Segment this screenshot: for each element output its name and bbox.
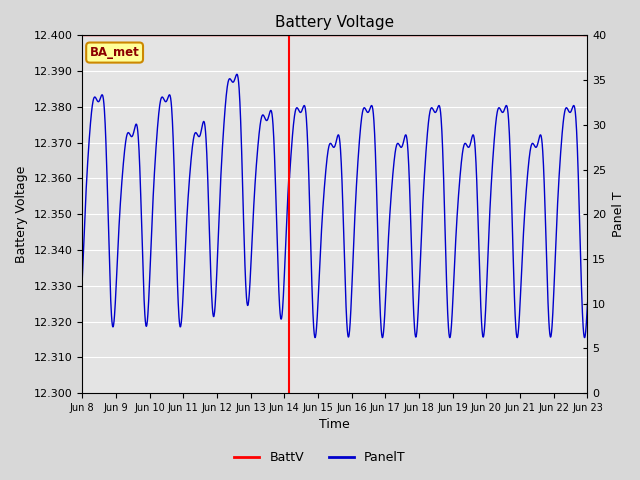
Title: Battery Voltage: Battery Voltage [275,15,394,30]
Y-axis label: Battery Voltage: Battery Voltage [15,166,28,263]
Y-axis label: Panel T: Panel T [612,192,625,237]
Text: BA_met: BA_met [90,46,140,59]
Legend: BattV, PanelT: BattV, PanelT [229,446,411,469]
X-axis label: Time: Time [319,419,350,432]
